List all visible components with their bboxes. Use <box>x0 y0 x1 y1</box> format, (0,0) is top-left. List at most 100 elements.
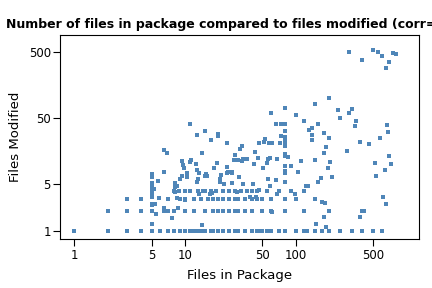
Point <box>282 139 289 144</box>
Point <box>173 184 180 188</box>
Point <box>389 50 396 55</box>
Point <box>282 163 289 168</box>
Point <box>243 188 250 193</box>
Point <box>273 122 280 127</box>
Point <box>232 153 238 157</box>
Point <box>104 209 111 213</box>
Point <box>152 201 159 206</box>
Point <box>282 122 289 127</box>
Point <box>359 209 366 213</box>
Point <box>148 209 155 213</box>
Point <box>224 170 231 175</box>
Point <box>219 197 226 201</box>
Point <box>292 197 299 201</box>
Point <box>161 206 168 210</box>
Point <box>207 188 214 193</box>
Point <box>308 126 315 130</box>
Point <box>259 197 266 201</box>
Point <box>234 158 241 162</box>
Point <box>201 228 208 233</box>
Point <box>337 115 343 120</box>
Point <box>137 228 144 233</box>
Point <box>196 171 203 176</box>
Point <box>165 228 172 233</box>
Point <box>71 228 78 233</box>
Point <box>259 209 266 213</box>
Point <box>104 228 111 233</box>
Point <box>372 174 379 179</box>
Point <box>370 228 377 233</box>
Point <box>268 141 275 145</box>
Point <box>137 197 144 201</box>
Point <box>148 175 155 180</box>
Point <box>104 228 111 233</box>
Point <box>261 137 268 141</box>
Point <box>251 162 257 166</box>
Point <box>155 179 162 183</box>
Point <box>247 194 254 199</box>
Point <box>201 129 208 133</box>
Point <box>161 148 168 153</box>
Point <box>181 166 187 170</box>
Point <box>319 228 326 233</box>
Point <box>301 119 308 123</box>
Point <box>181 228 188 233</box>
Point <box>359 228 366 233</box>
Point <box>193 180 200 184</box>
Point <box>282 180 289 184</box>
Point <box>235 209 241 213</box>
Point <box>171 188 178 193</box>
Point <box>298 158 305 163</box>
Point <box>326 209 333 213</box>
Point <box>206 191 213 196</box>
Point <box>282 141 289 146</box>
Point <box>255 228 262 233</box>
Point <box>175 205 182 210</box>
Point <box>199 188 206 193</box>
Point <box>268 209 275 214</box>
Point <box>215 209 222 213</box>
Point <box>305 127 312 132</box>
Point <box>322 201 329 206</box>
Point <box>357 139 364 144</box>
Point <box>312 102 319 107</box>
Point <box>216 180 223 185</box>
Point <box>177 197 184 201</box>
Point <box>231 228 238 233</box>
Point <box>254 197 261 201</box>
Point <box>148 181 155 186</box>
Point <box>231 158 238 162</box>
Point <box>365 142 372 147</box>
Point <box>301 209 308 213</box>
Point <box>259 166 266 170</box>
Point <box>201 174 208 179</box>
Point <box>148 194 155 199</box>
Point <box>264 161 270 165</box>
Point <box>215 197 222 201</box>
Point <box>254 188 261 193</box>
Point <box>191 197 197 201</box>
Point <box>191 228 197 233</box>
Point <box>382 66 389 71</box>
Point <box>178 174 185 179</box>
Point <box>187 157 194 162</box>
Point <box>231 209 238 213</box>
Point <box>360 209 367 214</box>
Point <box>322 145 329 149</box>
Point <box>181 197 188 201</box>
Point <box>231 188 238 193</box>
Point <box>353 119 359 123</box>
Point <box>175 189 182 194</box>
Point <box>234 190 241 195</box>
Point <box>187 122 194 127</box>
Point <box>287 188 294 193</box>
Point <box>384 123 391 127</box>
Point <box>124 209 130 213</box>
Point <box>292 113 299 118</box>
Point <box>168 216 175 220</box>
Point <box>335 107 342 112</box>
Point <box>252 195 259 199</box>
Point <box>278 122 285 127</box>
Point <box>384 130 391 134</box>
Point <box>388 162 395 166</box>
